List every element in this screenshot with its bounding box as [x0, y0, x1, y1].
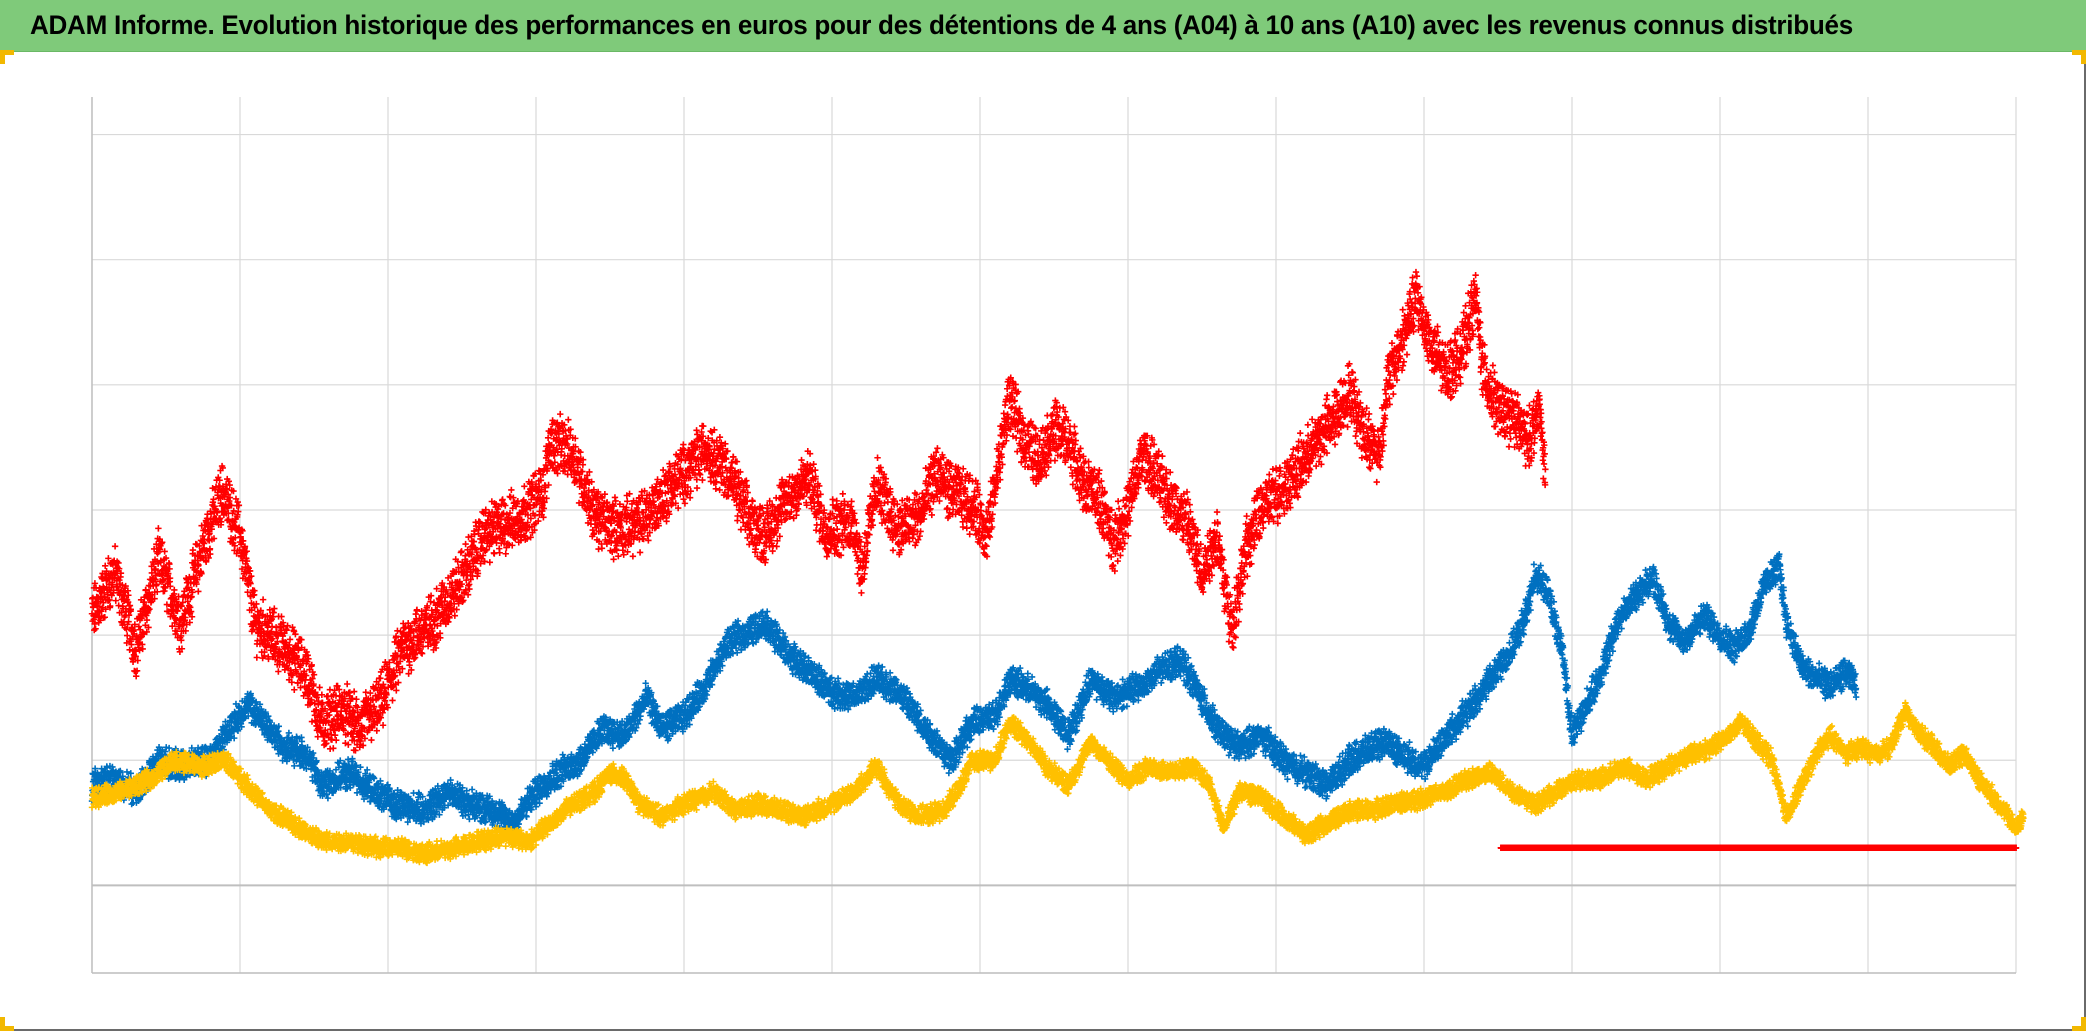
data-point — [380, 722, 386, 728]
data-point — [260, 596, 266, 602]
data-point — [102, 614, 108, 620]
data-point — [565, 416, 571, 422]
data-point — [557, 411, 563, 417]
data-point — [139, 646, 145, 652]
data-point — [630, 553, 636, 559]
data-point — [351, 688, 357, 694]
data-point — [291, 687, 297, 693]
data-point — [315, 733, 321, 739]
data-point — [521, 483, 527, 489]
data-point — [344, 681, 350, 687]
data-point — [330, 745, 336, 751]
data-point — [269, 623, 275, 629]
data-point — [414, 607, 420, 613]
data-point — [155, 525, 161, 531]
data-point — [389, 697, 395, 703]
data-point — [188, 594, 194, 600]
data-point — [92, 626, 98, 632]
data-point — [254, 654, 260, 660]
data-point — [499, 496, 505, 502]
data-point — [503, 551, 509, 557]
data-point — [353, 696, 359, 702]
data-point — [316, 684, 322, 690]
chart-points — [89, 269, 2027, 866]
data-point — [394, 628, 400, 634]
data-point — [496, 550, 502, 556]
data-point — [599, 545, 605, 551]
scatter-chart — [0, 0, 2086, 1031]
data-point — [377, 675, 383, 681]
data-point — [171, 587, 177, 593]
data-point — [112, 543, 118, 549]
data-point — [275, 668, 281, 674]
data-point — [462, 541, 468, 547]
data-point — [332, 732, 338, 738]
data-point — [368, 737, 374, 743]
data-point — [637, 549, 643, 555]
data-point — [610, 556, 616, 562]
data-point — [458, 548, 464, 554]
data-point — [579, 468, 585, 474]
data-point — [508, 487, 514, 493]
data-point — [333, 737, 339, 743]
data-point — [195, 588, 201, 594]
data-point — [487, 559, 493, 565]
